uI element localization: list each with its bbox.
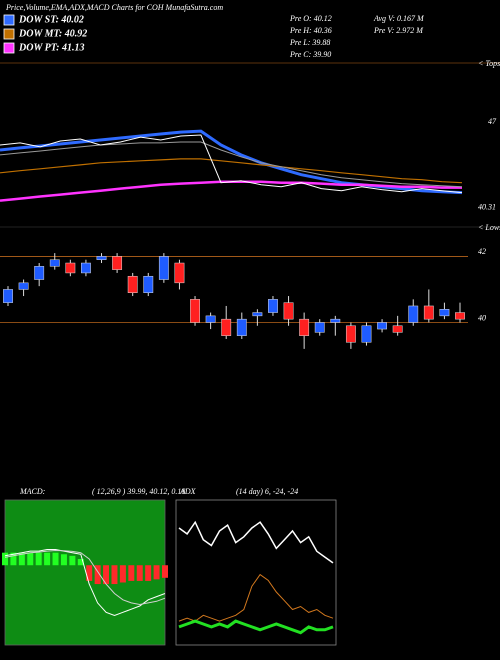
info-text: Pre O: 40.12 [289,14,332,23]
histogram-bar [119,565,126,583]
candle-body [205,315,216,323]
info-text: Pre L: 39.88 [289,38,330,47]
histogram-bar [44,552,51,566]
candle-body [65,262,76,274]
info-text: Pre V: 2.972 M [373,26,424,35]
candle-body [143,275,154,293]
candle-body [392,325,403,333]
histogram-bar [153,565,160,580]
histogram-bar [69,555,76,566]
line [0,158,463,184]
candle-body [221,318,232,336]
line [4,549,166,617]
macd-title: MACD: [19,487,46,496]
candle-body [455,312,465,320]
legend-label: DOW MT: 40.92 [18,28,87,39]
histogram-bar [35,552,42,566]
legend-swatch [3,42,15,54]
histogram-bar [18,552,25,566]
candle-body [377,322,387,330]
candle-body [330,318,341,323]
candle-body [252,312,263,317]
histogram-bar [10,552,17,566]
candle-body [408,305,419,323]
candle-body [423,305,434,320]
line [178,619,334,635]
histogram-bar [128,565,135,581]
candle-body [34,266,45,280]
candle-body [268,299,278,313]
line [0,141,463,188]
lows-label: < Lows [478,223,500,232]
adx-title: ADX [179,487,197,496]
candle-body [49,259,60,267]
candle-body [3,289,13,303]
histogram-bar [94,565,101,585]
histogram-bar [27,552,34,566]
candle-body [112,256,123,270]
candle-body [299,318,310,336]
histogram-bar [60,554,67,566]
candle-body [174,262,185,284]
y-tick-label: 47 [488,117,497,126]
candle-body [236,318,247,336]
candle-body [81,262,91,274]
line [178,573,334,622]
legend-label: DOW ST: 40.02 [18,14,84,25]
candle-body [314,322,325,333]
candle-body [345,325,356,343]
info-text: Pre H: 40.36 [289,26,332,35]
histogram-bar [52,552,59,566]
line [0,134,463,194]
info-text: Avg V: 0.167 M [373,14,425,23]
histogram-bar [162,565,168,578]
candle-body [18,282,29,290]
legend-label: DOW PT: 41.13 [18,42,84,53]
legend-swatch [3,28,15,40]
candle-body [439,309,450,317]
candle-body [190,299,200,323]
candle-body [127,275,138,293]
info-text: Pre C: 39.90 [289,50,331,59]
macd-params: ( 12,26,9 ) 39.99, 40.12, 0.18 [92,487,185,496]
adx-params: (14 day) 6, -24, -24 [236,487,298,496]
histogram-bar [145,565,152,581]
candle-body [158,256,169,280]
histogram-bar [77,558,84,566]
page-title: Price,Volume,EMA,ADX,MACD Charts for COH… [5,3,223,12]
y-tick-label: 40 [478,313,486,322]
histogram-bar [103,565,110,585]
candle-body [361,325,372,343]
line [178,520,334,564]
histogram-bar [2,552,8,566]
y-tick-label: 40.31 [478,202,496,211]
y-tick-label: 42 [478,247,486,256]
legend-swatch [3,14,15,26]
line [4,549,166,606]
histogram-bar [111,565,118,585]
candle-body [96,256,107,260]
candle-body [283,302,294,320]
histogram-bar [136,565,143,581]
tops-label: < Tops [478,59,500,68]
panel-background [175,499,337,646]
histogram-bar [86,565,93,581]
